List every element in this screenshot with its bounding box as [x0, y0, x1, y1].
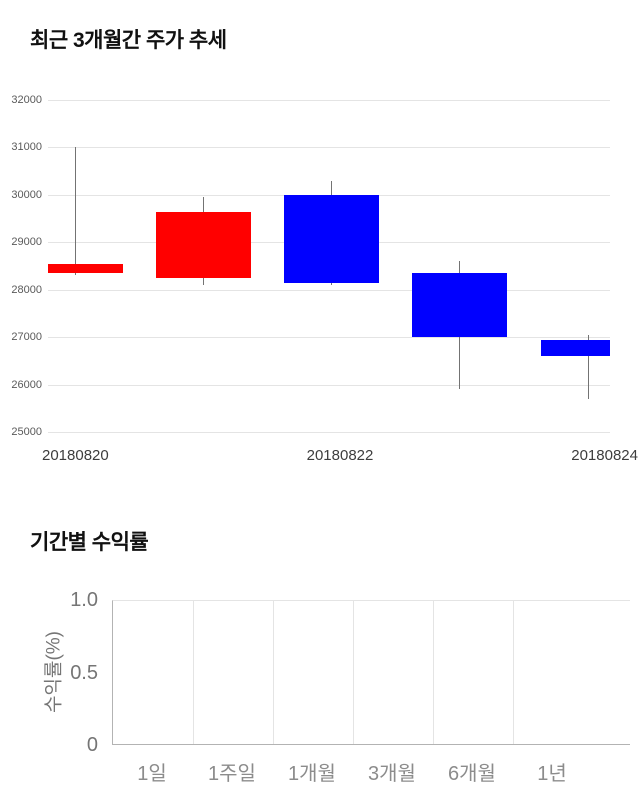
y-tick-label: 27000: [11, 331, 42, 344]
y-tick-label: 28000: [11, 283, 42, 296]
y-tick-label: 30000: [11, 188, 42, 201]
returns-bar-chart-plot: [112, 600, 630, 745]
candle-wick: [74, 147, 76, 276]
candle-body: [155, 211, 251, 278]
y-tick-label: 0.5: [70, 661, 98, 684]
category-label: 3개월: [368, 763, 416, 785]
gridline: [513, 601, 514, 744]
category-label: 6개월: [448, 763, 496, 785]
category-label: 1일: [137, 763, 167, 785]
candle-body: [540, 339, 610, 357]
y-tick-label: 0: [86, 734, 98, 756]
candle-wick: [587, 334, 589, 399]
gridline: [273, 601, 274, 744]
gridline: [433, 601, 434, 744]
y-tick-label: 1.0: [70, 589, 98, 611]
gridline: [48, 337, 610, 339]
gridline: [48, 100, 610, 101]
gridline: [48, 289, 610, 291]
gridline: [193, 601, 194, 744]
gridline: [48, 432, 610, 433]
gridline: [48, 384, 610, 386]
candlestick-x-axis: 20180820 20180822 20180824: [42, 447, 638, 464]
returns-title: 기간별 수익률: [30, 531, 149, 554]
y-tick-label: 25000: [11, 426, 42, 438]
candle-body: [284, 194, 379, 283]
x-tick-label: 20180824: [571, 447, 638, 464]
y-tick-label: 26000: [11, 378, 42, 391]
gridline: [48, 147, 610, 149]
y-tick-label: 29000: [11, 236, 42, 249]
y-tick-label: 32000: [11, 94, 42, 106]
x-tick-label: 20180822: [306, 447, 374, 464]
candle-body: [48, 263, 123, 274]
y-tick-label: 31000: [11, 141, 42, 154]
x-tick-label: 20180820: [42, 447, 109, 464]
category-label: 1개월: [288, 763, 336, 785]
candlestick-chart-plot: [48, 100, 610, 433]
candle-body: [412, 273, 508, 338]
category-label: 1주일: [208, 763, 256, 785]
gridline: [353, 601, 354, 744]
category-label: 1년: [537, 763, 567, 785]
price-trend-title: 최근 3개월간 주가 추세: [30, 29, 227, 52]
